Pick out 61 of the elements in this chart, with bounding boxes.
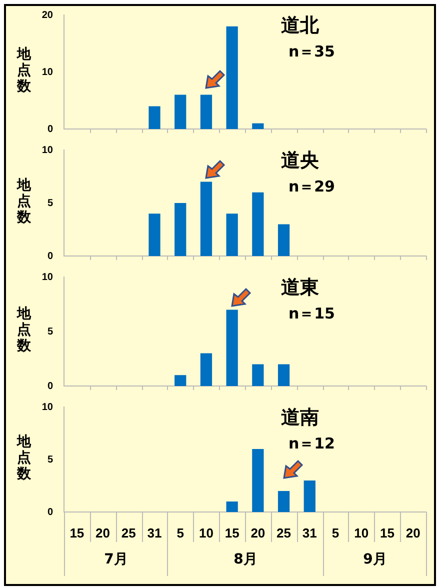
bar — [200, 182, 212, 256]
bar — [174, 203, 186, 256]
x-tick-label: 15 — [380, 525, 394, 540]
x-tick-label: 20 — [406, 525, 420, 540]
x-tick-label: 25 — [276, 525, 292, 540]
annotation: n＝12 — [288, 434, 336, 452]
bar — [252, 192, 264, 256]
bar — [252, 364, 264, 386]
y-tick-label: 0 — [47, 124, 54, 135]
x-tick-label: 15 — [70, 525, 84, 540]
bar — [226, 26, 238, 129]
x-tick-label: 10 — [354, 525, 369, 540]
text: 9月 — [363, 552, 387, 568]
bar — [200, 94, 212, 129]
annotation: n＝15 — [288, 304, 336, 322]
chart-title: 道東 — [281, 276, 320, 298]
x-tick-label: 31 — [147, 525, 162, 540]
x-tick-label: 15 — [224, 525, 240, 540]
y-axis-title: 地点数 — [16, 178, 32, 226]
bar — [226, 310, 238, 386]
x-tick-label: 20 — [250, 525, 266, 540]
bar — [252, 123, 264, 129]
chart-title: 道北 — [281, 14, 320, 36]
bar — [252, 449, 264, 512]
x-tick-label: 20 — [96, 525, 110, 540]
y-tick-label: 10 — [42, 66, 54, 78]
y-tick-label: 10 — [42, 144, 54, 156]
bar — [278, 224, 290, 256]
x-tick-label: 31 — [302, 525, 317, 540]
y-axis-title: 地点数 — [16, 46, 32, 95]
annotation: n＝35 — [288, 42, 336, 60]
bar — [278, 491, 290, 512]
bar — [304, 480, 316, 512]
y-tick-label: 5 — [47, 198, 54, 209]
bar — [174, 375, 186, 386]
text: 7月 — [104, 552, 128, 568]
y-tick-label: 5 — [47, 326, 54, 338]
bar — [278, 364, 290, 386]
bar — [226, 502, 238, 512]
y-tick-label: 0 — [47, 506, 54, 518]
bar — [148, 214, 160, 256]
text: 8月 — [234, 552, 258, 568]
y-tick-label: 0 — [47, 380, 54, 392]
y-tick-label: 0 — [47, 250, 54, 262]
x-tick-label: 5 — [332, 525, 340, 540]
x-tick-label: 10 — [198, 525, 214, 540]
bar — [200, 353, 212, 386]
y-tick-label: 20 — [42, 10, 54, 21]
chart-title: 道央 — [281, 149, 320, 172]
chart-title: 道南 — [281, 406, 320, 428]
y-axis-title: 地点数 — [16, 434, 32, 482]
x-tick-label: 5 — [176, 525, 184, 540]
annotation: n＝29 — [288, 177, 336, 196]
bar — [174, 94, 186, 129]
y-tick-label: 10 — [42, 402, 54, 413]
y-axis-title: 地点数 — [16, 306, 32, 354]
x-tick-label: 25 — [121, 525, 136, 540]
bar — [148, 106, 160, 129]
y-tick-label: 5 — [47, 454, 54, 466]
bar — [226, 214, 238, 256]
y-tick-label: 10 — [42, 272, 54, 283]
